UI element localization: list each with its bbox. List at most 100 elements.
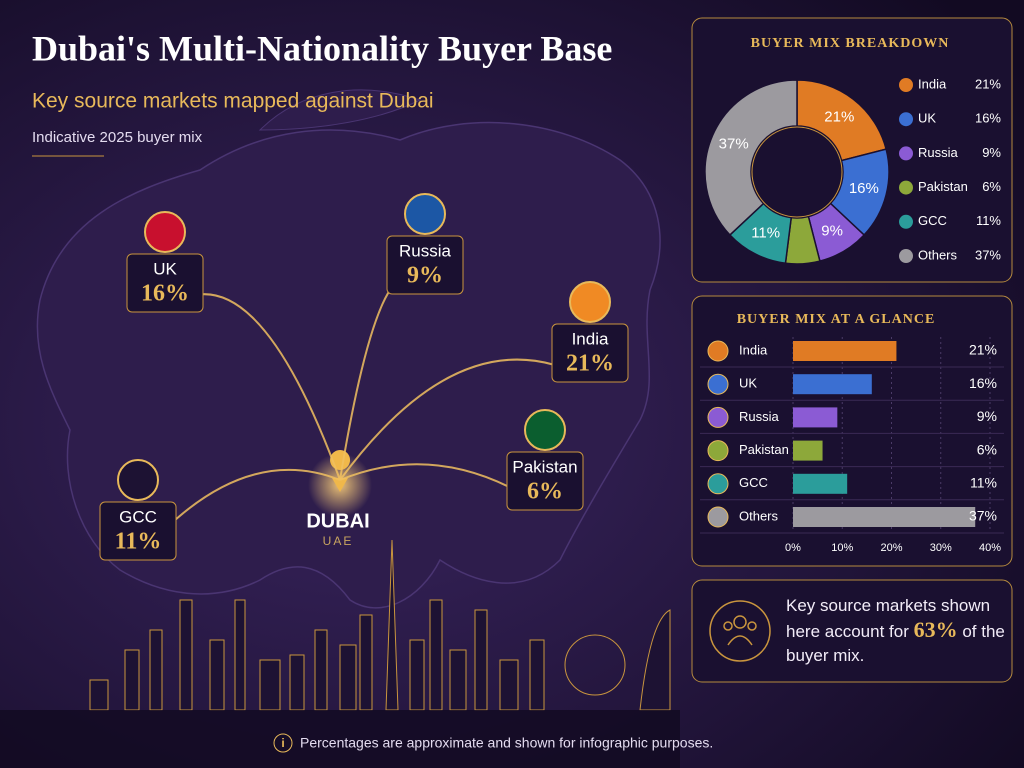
water <box>0 710 680 768</box>
footer: Percentages are approximate and shown fo… <box>300 735 713 751</box>
legend-value: 11% <box>976 213 1001 228</box>
slice-label: 21% <box>824 108 854 125</box>
legend-value: 9% <box>982 145 1001 160</box>
legend-value: 37% <box>975 247 1001 262</box>
legend-swatch <box>899 214 913 229</box>
panel <box>691 579 1013 683</box>
legend-value: 16% <box>975 111 1001 126</box>
slice-label: 9% <box>821 222 843 239</box>
chart-title: BUYER MIX BREAKDOWN <box>751 36 950 51</box>
bar-value: 11% <box>970 475 997 491</box>
title: Dubai's Multi-Nationality Buyer Base <box>32 28 612 68</box>
chart-title: BUYER MIX AT A GLANCE <box>737 312 936 327</box>
market-box <box>551 323 629 383</box>
row-icon <box>707 440 729 462</box>
bar <box>793 440 823 461</box>
row-icon <box>707 373 729 395</box>
bar-value: 6% <box>977 441 997 457</box>
donut-slice <box>704 79 798 237</box>
legend-swatch <box>899 78 913 92</box>
callout: Key source markets shown here account fo… <box>786 594 1008 668</box>
info-icon <box>273 733 293 753</box>
market-flag <box>404 193 446 235</box>
market-name: Pakistan <box>512 457 577 476</box>
row-icon <box>707 506 729 528</box>
market-flag <box>569 281 611 323</box>
legend-label: Pakistan <box>918 179 968 194</box>
legend-value: 21% <box>975 76 1001 91</box>
callout-before: Key source markets shown here account fo… <box>786 596 991 641</box>
x-tick-label: 30% <box>930 542 952 554</box>
bar <box>793 473 848 494</box>
x-tick-label: 40% <box>979 542 1001 554</box>
bar-value: 21% <box>969 342 997 358</box>
callout-after: of the buyer mix. <box>786 622 1005 665</box>
market-box <box>386 235 464 295</box>
x-tick-label: 20% <box>880 542 902 554</box>
legend-swatch <box>899 112 913 127</box>
legend-label: GCC <box>918 213 947 228</box>
row-icon <box>707 340 729 362</box>
donut-hole <box>751 126 843 218</box>
market-value: 21% <box>566 351 614 377</box>
donut-slice <box>796 79 888 162</box>
people-icon <box>709 600 771 662</box>
slice-label: 11% <box>751 224 780 241</box>
market-value: 11% <box>115 529 162 555</box>
market-flag <box>144 211 186 253</box>
x-tick-label: 0% <box>785 542 801 554</box>
market-box <box>99 501 177 561</box>
market-value: 6% <box>527 479 563 505</box>
legend-swatch <box>899 180 913 195</box>
bar-label: UK <box>739 376 757 391</box>
market-flag <box>524 409 566 451</box>
market-flag <box>117 459 159 501</box>
x-tick-label: 10% <box>831 542 853 554</box>
callout-highlight: 63% <box>913 617 958 642</box>
slice-label: 37% <box>719 136 749 153</box>
bar <box>793 407 838 428</box>
market-name: UK <box>153 259 177 278</box>
note: Indicative 2025 buyer mix <box>32 129 203 146</box>
market-name: GCC <box>119 507 157 526</box>
map-landmass <box>258 89 422 131</box>
bar-label: India <box>739 342 768 357</box>
callout-text: Key source markets shown here account fo… <box>786 594 1008 668</box>
bar <box>793 507 976 527</box>
map-landmass <box>36 121 661 609</box>
info-icon: i <box>281 736 284 750</box>
panel <box>691 295 1013 567</box>
slice-label: 16% <box>849 180 879 197</box>
legend-label: UK <box>918 111 936 126</box>
bar-label: Russia <box>739 409 780 424</box>
legend-label: Others <box>918 247 958 262</box>
market-box <box>126 253 204 313</box>
destination: DUBAI <box>306 510 369 532</box>
bar-label: GCC <box>739 475 768 490</box>
row-icon <box>707 473 729 495</box>
market-name: India <box>572 329 609 348</box>
bar <box>793 341 897 361</box>
bar-value: 16% <box>969 375 997 391</box>
bar-value: 37% <box>969 508 997 524</box>
legend-swatch <box>899 249 913 263</box>
dubai-pin <box>330 450 351 492</box>
destination-country: UAE <box>323 534 354 548</box>
legend-label: India <box>918 76 947 91</box>
market-name: Russia <box>399 241 452 260</box>
legend-value: 6% <box>982 179 1001 194</box>
market-box <box>506 451 584 511</box>
bar <box>793 374 872 395</box>
bar-label: Others <box>739 508 779 523</box>
subtitle: Key source markets mapped against Dubai <box>32 90 434 113</box>
market-value: 16% <box>141 281 189 307</box>
row-icon <box>707 406 729 428</box>
bar-label: Pakistan <box>739 442 789 457</box>
legend-swatch <box>899 146 913 161</box>
skyline <box>89 539 671 711</box>
legend-label: Russia <box>918 145 959 160</box>
bar-value: 9% <box>977 408 997 424</box>
people-icon <box>723 615 757 646</box>
market-value: 9% <box>407 263 443 289</box>
